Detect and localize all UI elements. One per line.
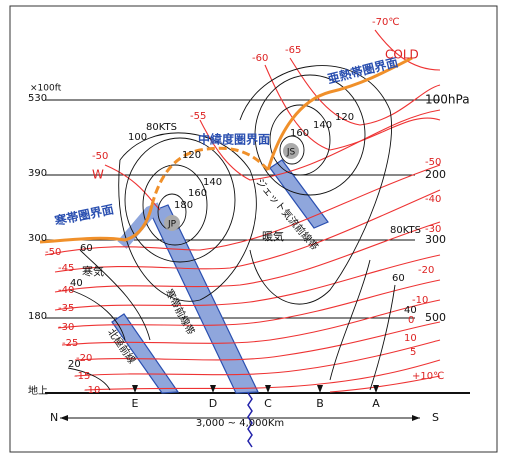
isotach-label: 100 [128,132,147,143]
left-axis-label: 530 [28,93,47,104]
isotherm-label: -65 [285,45,301,56]
isotherm-label: -55 [190,111,206,122]
isotherm-label: -35 [58,303,74,314]
isotherm-label: -50 [92,151,108,162]
left-axis-label: 300 [28,233,47,244]
isotherm-label: -20 [76,353,92,364]
isotach-label: 80KTS [146,122,177,133]
right-axis-label: 100hPa [425,93,470,107]
isotherm-label: -20 [418,265,434,276]
south-label: S [432,411,439,424]
isotherm-label: -10 [84,385,100,396]
tropopauses [39,56,413,244]
isotherm-label: -50 [45,247,61,258]
isotherm-label: -40 [425,194,441,205]
front-bands [111,159,329,394]
air-mass-label: 暖気 [262,229,284,243]
isotach-label: 140 [313,120,332,131]
tropopause-label: 中緯度圏界面 [198,132,270,147]
isotherm-label: -70℃ [372,17,400,28]
jet-label: JP [167,220,177,230]
station-label: D [209,397,217,410]
isotach-label: 160 [290,128,309,139]
air-mass-label: 寒気 [82,264,104,278]
right-axis-label: 500 [425,311,446,324]
jet-cores [164,143,299,231]
air-mass-label: COLD [385,48,419,62]
isotherm-label: -10 [412,295,428,306]
isotherms [44,29,441,393]
isotach-label: 40 [404,305,417,316]
isotach-label: 160 [188,188,207,199]
isotach-label: 20 [68,359,81,370]
isotherm-label: +10℃ [412,371,444,382]
isotach-label: 180 [174,200,193,211]
isotachs [67,65,396,391]
station-label: B [316,397,324,410]
left-axis-label: 390 [28,168,47,179]
isotach-label: 120 [182,150,201,161]
isotherm-label: 0 [408,315,414,326]
isotherm-label: -40 [58,285,74,296]
distance-label: 3,000 ~ 4,000Km [196,418,284,429]
isotach-label: 140 [203,177,222,188]
isotherm-label: 10 [404,333,417,344]
left-axis-label: 地上 [28,384,48,397]
station-label: E [132,397,139,410]
left-axis-label: 180 [28,311,47,322]
isotherm-label: -45 [58,263,74,274]
isotherm-label: -50 [425,157,441,168]
isotherm-label: -30 [425,224,441,235]
right-axis-label: 300 [425,233,446,246]
isotach-label: 40 [70,278,83,289]
isotherm-label: -60 [252,53,268,64]
isotherm-label: 5 [410,347,416,358]
isotach-label: 60 [392,273,405,284]
axis-unit: ×100ft [30,84,62,94]
isotherm-label: -25 [62,338,78,349]
isotherm-label: -15 [74,371,90,382]
isotach-label: 120 [335,112,354,123]
level-lines [45,99,470,448]
isotach-label: 60 [80,243,93,254]
station-label: A [372,397,380,410]
north-label: N [50,411,58,424]
air-mass-label: W [92,168,104,182]
isotherm-label: -30 [58,322,74,333]
station-label: C [264,397,272,410]
right-axis-label: 200 [425,168,446,181]
isotach-label: 80KTS [390,225,421,236]
jet-label: JS [286,148,296,158]
